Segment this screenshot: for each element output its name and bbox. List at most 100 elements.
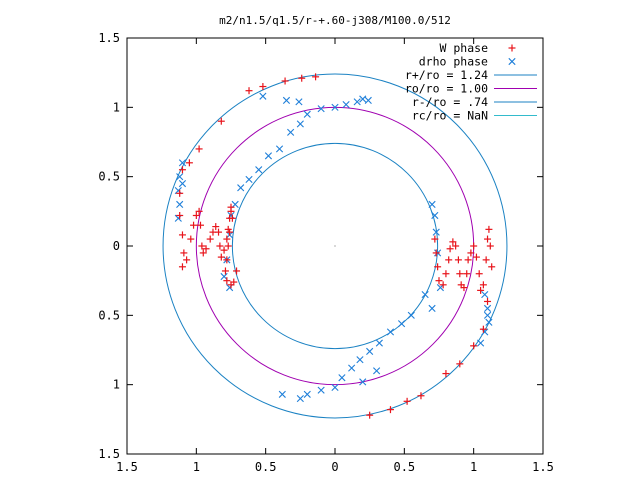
drho-point bbox=[407, 311, 415, 319]
w-point bbox=[449, 238, 457, 246]
drho-point bbox=[397, 320, 406, 328]
w-point bbox=[460, 284, 468, 292]
reference-circle bbox=[231, 142, 439, 350]
w-point bbox=[446, 245, 454, 253]
drho-point bbox=[338, 374, 346, 382]
axes-layer: 1.5 1 0.5 0 0.5 1 1.51.510.500.511.5 bbox=[98, 31, 554, 474]
y-tick-label: 1.5 bbox=[98, 447, 120, 461]
w-point bbox=[198, 242, 206, 250]
y-tick-label: 1.5 bbox=[98, 31, 120, 45]
drho-point bbox=[295, 98, 303, 106]
drho-point bbox=[275, 145, 284, 153]
w-point bbox=[192, 211, 200, 219]
reference-circle bbox=[162, 73, 508, 419]
w-point bbox=[224, 242, 232, 250]
w-point bbox=[230, 278, 238, 286]
drho-point bbox=[264, 152, 273, 160]
drho-point bbox=[296, 120, 304, 128]
legend-marker-drho bbox=[508, 57, 516, 66]
drho-point bbox=[431, 211, 439, 220]
w-point bbox=[178, 231, 186, 239]
drho-point bbox=[227, 211, 235, 220]
w-point bbox=[190, 221, 198, 229]
w-point bbox=[223, 235, 231, 243]
drho-point bbox=[226, 284, 234, 292]
w-point bbox=[435, 277, 443, 285]
x-tick-label: 1 bbox=[470, 460, 477, 474]
w-point bbox=[245, 87, 253, 95]
drho-point bbox=[483, 311, 492, 319]
y-tick-label: 1 bbox=[113, 378, 120, 392]
w-point bbox=[180, 249, 188, 257]
legend-label: ro/ro = 1.00 bbox=[405, 82, 488, 96]
drho-point bbox=[317, 386, 325, 394]
drho-point bbox=[303, 390, 311, 398]
w-point bbox=[176, 211, 184, 219]
w-point bbox=[228, 214, 236, 222]
drho-point bbox=[481, 290, 489, 299]
w-point bbox=[439, 281, 447, 289]
drho-point bbox=[428, 200, 436, 208]
drho-point bbox=[220, 272, 228, 281]
w-point bbox=[221, 267, 229, 275]
legend-label: rc/ro = NaN bbox=[412, 109, 488, 123]
w-point bbox=[470, 242, 478, 250]
w-point bbox=[183, 256, 191, 264]
drho-point bbox=[331, 383, 339, 392]
drho-point bbox=[282, 96, 291, 104]
w-point bbox=[472, 253, 480, 261]
drho-point bbox=[428, 304, 436, 312]
drho-point bbox=[176, 173, 184, 181]
w-point bbox=[403, 397, 411, 405]
drho-point bbox=[359, 378, 367, 386]
x-tick-label: 0.5 bbox=[393, 460, 415, 474]
w-point bbox=[312, 73, 320, 81]
w-point bbox=[475, 270, 483, 278]
w-point bbox=[366, 411, 374, 419]
w-point bbox=[456, 270, 464, 278]
w-point bbox=[202, 245, 210, 253]
drho-point bbox=[477, 339, 485, 347]
w-point bbox=[486, 242, 494, 250]
w-point bbox=[488, 263, 496, 271]
w-point bbox=[484, 235, 492, 243]
drho-point bbox=[373, 367, 381, 375]
w-point bbox=[217, 117, 225, 125]
drho-point bbox=[342, 100, 350, 109]
w-point bbox=[298, 74, 306, 82]
drho-point bbox=[303, 110, 311, 118]
drho-point bbox=[176, 200, 184, 208]
drho-point bbox=[432, 228, 440, 236]
w-point bbox=[463, 270, 471, 278]
w-point bbox=[185, 159, 193, 167]
drho-point bbox=[178, 159, 187, 167]
w-point bbox=[206, 235, 214, 243]
origin-marker bbox=[334, 245, 336, 247]
y-tick-label: 0.5 bbox=[98, 308, 120, 322]
w-point bbox=[479, 281, 487, 289]
w-point bbox=[432, 249, 440, 257]
x-tick-label: 0 bbox=[331, 460, 338, 474]
w-point bbox=[479, 325, 487, 333]
legend-marker-w bbox=[508, 44, 516, 52]
w-point bbox=[233, 267, 241, 275]
drho-point bbox=[356, 356, 364, 364]
w-point bbox=[178, 166, 186, 174]
drho-point bbox=[366, 347, 374, 355]
drho-point bbox=[231, 200, 239, 208]
drho-point bbox=[485, 318, 493, 326]
w-point bbox=[217, 253, 225, 261]
drho-point bbox=[483, 304, 492, 312]
w-point bbox=[452, 242, 460, 250]
w-point bbox=[220, 246, 228, 254]
w-point bbox=[442, 270, 450, 278]
x-tick-label: 1 bbox=[193, 460, 200, 474]
drho-point bbox=[178, 180, 187, 188]
x-tick-label: 0.5 bbox=[255, 460, 277, 474]
y-tick-label: 0 bbox=[113, 239, 120, 253]
w-point bbox=[195, 145, 203, 153]
drho-point bbox=[245, 175, 253, 184]
chart-title: m2/n1.5/q1.5/r-+.60-j308/M100.0/512 bbox=[219, 14, 451, 27]
